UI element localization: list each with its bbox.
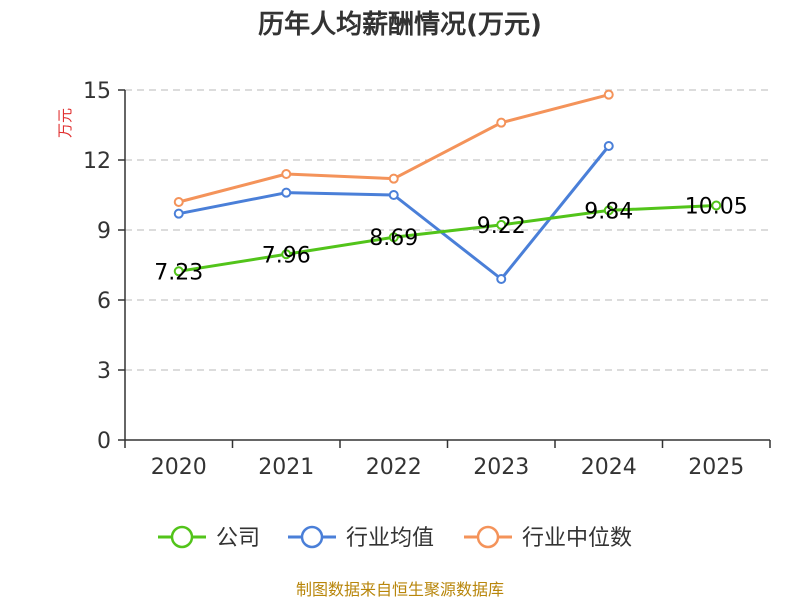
data-point[interactable]: [281, 249, 292, 260]
axes: 0 3 6 9 12 15 2020 2021 2022 2023 2024 2025: [83, 79, 771, 480]
data-point[interactable]: [603, 141, 614, 151]
data-label: 8.69: [369, 226, 418, 251]
series: [173, 89, 722, 284]
y-tick-label: 15: [83, 79, 111, 104]
x-tick-label: 2020: [151, 455, 207, 480]
legend-label: 行业中位数: [522, 526, 632, 551]
data-point[interactable]: [173, 208, 184, 219]
data-label: 9.22: [477, 214, 526, 239]
series-line-0: [178, 204, 717, 273]
legend-marker: [170, 525, 194, 549]
y-tick-label: 0: [97, 429, 111, 454]
data-label: 7.96: [262, 243, 311, 268]
data-label: 9.84: [584, 199, 633, 224]
data-point[interactable]: [711, 200, 722, 211]
data-label: 10.05: [685, 195, 748, 220]
data-label: 7.23: [154, 260, 203, 285]
x-tick-label: 2025: [688, 455, 744, 480]
data-point[interactable]: [281, 187, 292, 198]
legend-marker: [476, 525, 500, 549]
series-line-2: [178, 93, 610, 204]
data-labels: 7.23 7.96 8.69 9.22 9.84 10.05: [154, 195, 747, 286]
y-tick-label: 9: [97, 219, 111, 244]
data-point[interactable]: [496, 117, 507, 128]
legend[interactable]: 公司 行业均值 行业中位数: [158, 525, 632, 551]
x-tick-label: 2022: [366, 455, 422, 480]
data-point[interactable]: [388, 173, 399, 184]
legend-item-2[interactable]: 行业中位数: [464, 525, 632, 551]
data-point[interactable]: [173, 266, 184, 277]
x-tick-label: 2024: [581, 455, 637, 480]
x-tick-label: 2021: [258, 455, 314, 480]
legend-item-0[interactable]: 公司: [158, 525, 260, 551]
data-point[interactable]: [603, 89, 614, 100]
chart-title: 历年人均薪酬情况(万元): [258, 9, 542, 40]
data-point[interactable]: [388, 232, 399, 243]
source-note: 制图数据来自恒生聚源数据库: [296, 580, 504, 599]
y-axis-label: 万元: [56, 108, 74, 138]
data-point[interactable]: [603, 205, 614, 216]
data-point[interactable]: [173, 197, 184, 207]
data-point[interactable]: [496, 274, 507, 284]
y-tick-label: 6: [97, 289, 111, 314]
legend-marker: [300, 525, 324, 549]
data-point[interactable]: [388, 190, 399, 200]
data-point[interactable]: [281, 169, 292, 179]
series-line-1: [178, 145, 610, 281]
legend-label: 行业均值: [346, 526, 434, 551]
y-tick-label: 12: [83, 149, 111, 174]
x-tick-label: 2023: [473, 455, 529, 480]
data-point[interactable]: [496, 219, 507, 230]
legend-label: 公司: [216, 526, 260, 551]
legend-item-1[interactable]: 行业均值: [288, 525, 434, 551]
y-tick-label: 3: [97, 359, 111, 384]
